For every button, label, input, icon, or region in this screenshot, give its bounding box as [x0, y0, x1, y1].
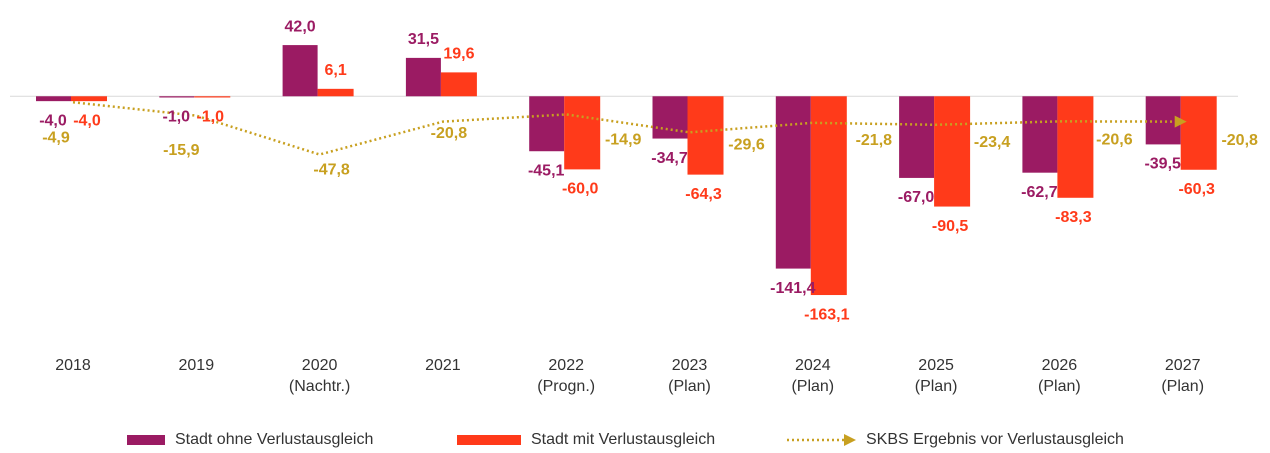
data-label: -90,5 — [932, 218, 969, 235]
x-tick-label: 2025 — [918, 357, 954, 374]
bar — [1057, 96, 1094, 198]
bar — [1022, 96, 1058, 173]
data-label: -4,9 — [42, 129, 70, 146]
x-tick-label: (Progn.) — [537, 378, 595, 395]
data-label: -29,6 — [728, 137, 765, 154]
data-label: -47,8 — [313, 162, 350, 179]
bar — [687, 96, 724, 175]
bar — [36, 96, 71, 102]
x-tick-label: 2023 — [672, 357, 708, 374]
x-tick-label: (Plan) — [668, 378, 711, 395]
line-arrow — [1174, 115, 1187, 128]
bar — [564, 96, 601, 170]
bar — [282, 45, 318, 97]
x-tick-label: (Plan) — [791, 378, 834, 395]
bar — [71, 96, 107, 102]
x-tick-label: (Nachtr.) — [289, 378, 350, 395]
data-label: -14,9 — [605, 132, 642, 149]
x-tick-label: (Plan) — [915, 378, 958, 395]
bar — [194, 96, 231, 98]
data-label: -15,9 — [163, 142, 200, 159]
x-tick-label: (Plan) — [1161, 378, 1204, 395]
bar — [1180, 96, 1217, 170]
data-label: 31,5 — [408, 31, 439, 48]
bar — [159, 96, 195, 98]
data-label: 6,1 — [324, 62, 346, 79]
data-label: -45,1 — [528, 162, 565, 179]
bar — [440, 72, 477, 97]
data-label: -1,0 — [163, 109, 191, 126]
data-label: -4,0 — [73, 112, 101, 129]
data-label: -1,0 — [197, 109, 225, 126]
data-label: -141,4 — [770, 280, 815, 297]
bar — [899, 96, 935, 178]
data-label: -34,7 — [651, 150, 688, 167]
legend-label: SKBS Ergebnis vor Verlustausgleich — [866, 431, 1124, 448]
data-label: -20,8 — [1221, 132, 1258, 149]
data-label: -64,3 — [685, 186, 722, 203]
data-label: 19,6 — [443, 46, 474, 63]
x-tick-label: 2026 — [1042, 357, 1078, 374]
x-tick-label: 2027 — [1165, 357, 1201, 374]
data-label: -163,1 — [804, 306, 849, 323]
data-label: -67,0 — [898, 189, 935, 206]
data-label: 42,0 — [285, 18, 316, 35]
x-tick-label: (Plan) — [1038, 378, 1081, 395]
x-tick-label: 2022 — [548, 357, 584, 374]
legend-swatch — [127, 435, 165, 445]
bar — [405, 57, 441, 97]
legend-swatch-arrow — [844, 434, 856, 446]
data-label: -21,8 — [856, 132, 893, 149]
data-label: -4,0 — [39, 112, 67, 129]
data-label: -60,0 — [562, 181, 599, 198]
x-tick-label: 2018 — [55, 357, 91, 374]
legend-label: Stadt ohne Verlustausgleich — [175, 431, 373, 448]
data-label: -62,7 — [1021, 184, 1058, 201]
data-label: -60,3 — [1178, 181, 1215, 198]
data-label: -20,8 — [431, 125, 468, 142]
x-tick-label: 2021 — [425, 357, 461, 374]
data-label: -23,4 — [974, 134, 1011, 151]
bar — [810, 96, 847, 296]
legend-swatch — [457, 435, 521, 445]
data-label: -20,6 — [1096, 132, 1133, 149]
legend-label: Stadt mit Verlustausgleich — [531, 431, 715, 448]
data-label: -83,3 — [1055, 209, 1092, 226]
x-tick-label: 2024 — [795, 357, 831, 374]
bar — [775, 96, 811, 269]
data-label: -39,5 — [1144, 156, 1181, 173]
bar — [317, 88, 354, 97]
x-tick-label: 2019 — [179, 357, 215, 374]
bar — [934, 96, 971, 207]
line — [72, 101, 1183, 156]
bar — [529, 96, 565, 152]
x-tick-label: 2020 — [302, 357, 338, 374]
